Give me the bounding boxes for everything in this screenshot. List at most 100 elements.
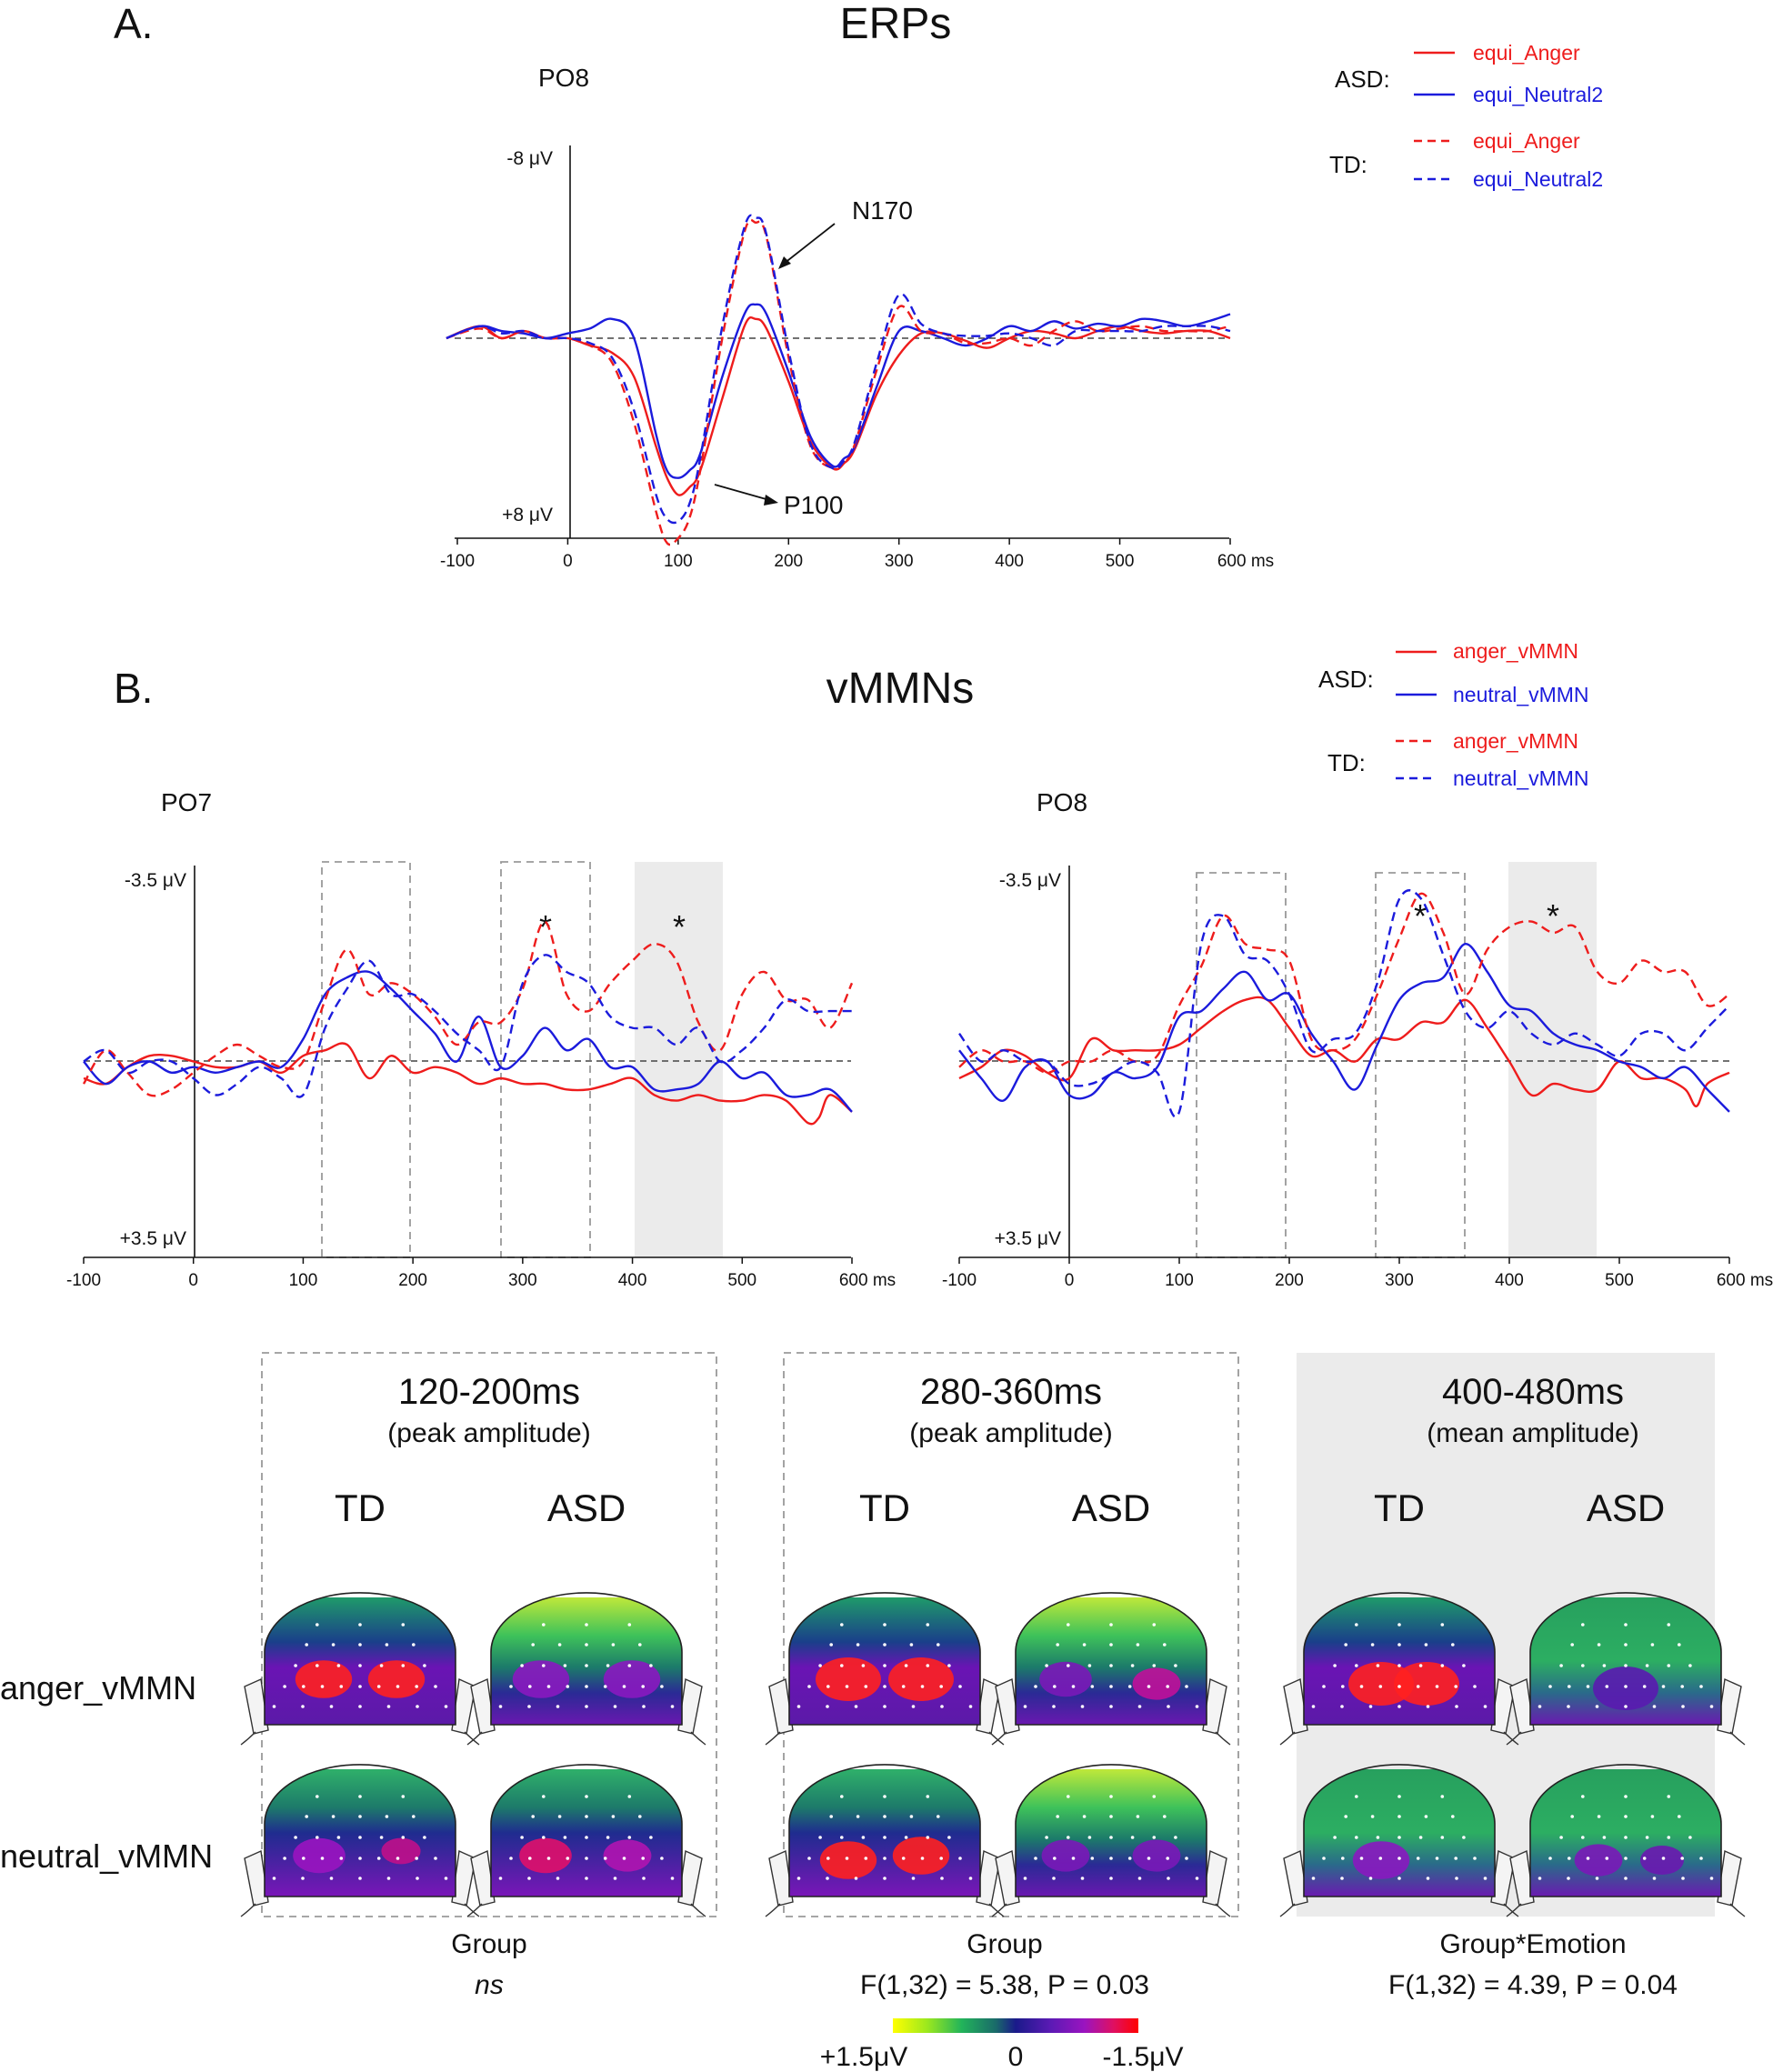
topo-hotspot xyxy=(293,1837,346,1874)
topo-map xyxy=(991,1764,1231,1917)
electrode xyxy=(909,1815,914,1818)
electrode xyxy=(1424,1815,1428,1818)
electrode xyxy=(1333,1664,1337,1667)
electrode xyxy=(909,1643,914,1647)
topo-gradient xyxy=(491,1769,682,1897)
electrode xyxy=(1699,1685,1703,1688)
electrode xyxy=(1418,1664,1423,1667)
head-outline xyxy=(490,1764,683,1897)
electrode xyxy=(940,1705,944,1708)
electrode xyxy=(1023,1705,1027,1708)
electrode xyxy=(1624,1664,1628,1667)
electrode xyxy=(1147,1857,1151,1860)
electrode xyxy=(807,1857,811,1860)
electrode xyxy=(840,1836,844,1839)
annotation-n170: N170 xyxy=(852,196,913,225)
electrode xyxy=(1568,1685,1571,1688)
electrode xyxy=(1548,1857,1552,1860)
electrode xyxy=(401,1836,406,1839)
electrode xyxy=(613,1705,617,1708)
electrode xyxy=(385,1643,389,1647)
electrode xyxy=(854,1705,858,1708)
topo-gradient xyxy=(265,1597,456,1725)
electrode xyxy=(796,1705,801,1708)
head-outline xyxy=(1015,1764,1207,1897)
topo-gradient xyxy=(1304,1597,1495,1725)
electrode xyxy=(807,1685,811,1688)
window-400-480-shade xyxy=(1508,862,1597,1257)
electrode xyxy=(557,1815,562,1818)
arrow-p100 xyxy=(714,484,770,501)
electrode xyxy=(1067,1836,1070,1839)
window-3-measure: (mean amplitude) xyxy=(1427,1418,1638,1448)
electrode xyxy=(527,1877,531,1880)
topo-hotspot xyxy=(367,1660,426,1698)
electrode xyxy=(1397,1664,1401,1667)
electrode xyxy=(1397,1836,1401,1839)
electrode xyxy=(1174,1836,1177,1839)
electrode xyxy=(520,1836,524,1839)
electrode xyxy=(611,1643,616,1647)
series-asd-equi-neutral2 xyxy=(446,303,1231,479)
electrode xyxy=(1109,1643,1113,1647)
electrode xyxy=(622,1857,626,1860)
electrode xyxy=(396,1685,400,1688)
electrode xyxy=(1602,1664,1607,1667)
electrode xyxy=(528,1685,532,1688)
electrode xyxy=(316,1836,319,1839)
electrode xyxy=(670,1877,675,1880)
electrode xyxy=(585,1795,588,1798)
electrode xyxy=(1127,1857,1132,1860)
window-2-stat: F(1,32) = 5.38, P = 0.03 xyxy=(860,1970,1149,2000)
electrode xyxy=(358,1643,362,1647)
electrode xyxy=(401,1664,406,1667)
electrode xyxy=(434,1685,437,1688)
electrode xyxy=(1195,1877,1199,1880)
electrode xyxy=(1454,1685,1457,1688)
electrode xyxy=(1034,1685,1037,1688)
topo-gradient xyxy=(1016,1769,1207,1897)
electrode xyxy=(520,1664,524,1667)
x-tick-label: -100 xyxy=(440,552,475,571)
electrode xyxy=(642,1877,646,1880)
electrode xyxy=(531,1815,535,1818)
electrode xyxy=(563,1836,567,1839)
electrode xyxy=(947,1836,951,1839)
electrode xyxy=(563,1664,567,1667)
series-asd-neutral-vmmn xyxy=(958,943,1730,1113)
electrode xyxy=(840,1795,844,1798)
electrode xyxy=(331,1643,336,1647)
electrode xyxy=(1440,1795,1445,1798)
electrode xyxy=(1071,1857,1076,1860)
electrode xyxy=(434,1857,437,1860)
electrode xyxy=(498,1877,503,1880)
electrode xyxy=(1642,1857,1647,1860)
electrode xyxy=(1195,1705,1199,1708)
electrode xyxy=(556,1877,560,1880)
electrode xyxy=(958,1857,962,1860)
electrode xyxy=(670,1705,675,1708)
legend-b-asd-neutral-text: neutral_vMMN xyxy=(1453,683,1589,706)
topo-fill xyxy=(265,1769,456,1897)
electrode xyxy=(642,1705,646,1708)
electrode xyxy=(1174,1664,1177,1667)
electrode xyxy=(401,1623,406,1627)
electrode xyxy=(358,1705,362,1708)
electrode xyxy=(641,1857,645,1860)
electrode xyxy=(585,1685,588,1688)
topo-hotspot xyxy=(512,1660,570,1698)
electrode xyxy=(796,1877,801,1880)
topo-fill xyxy=(1530,1769,1721,1897)
y-bottom-label: +3.5 μV xyxy=(120,1228,186,1249)
electrode xyxy=(1624,1857,1628,1860)
electrode xyxy=(1440,1836,1445,1839)
row-label-anger: anger_vMMN xyxy=(0,1669,196,1707)
electrode xyxy=(1023,1877,1027,1880)
electrode xyxy=(940,1877,944,1880)
topo-fill xyxy=(265,1597,456,1725)
electrode xyxy=(1090,1685,1095,1688)
electrode xyxy=(1688,1664,1692,1667)
head-outline xyxy=(1529,1592,1722,1726)
electrode xyxy=(1595,1877,1599,1880)
x-tick-label: 100 xyxy=(664,552,693,571)
